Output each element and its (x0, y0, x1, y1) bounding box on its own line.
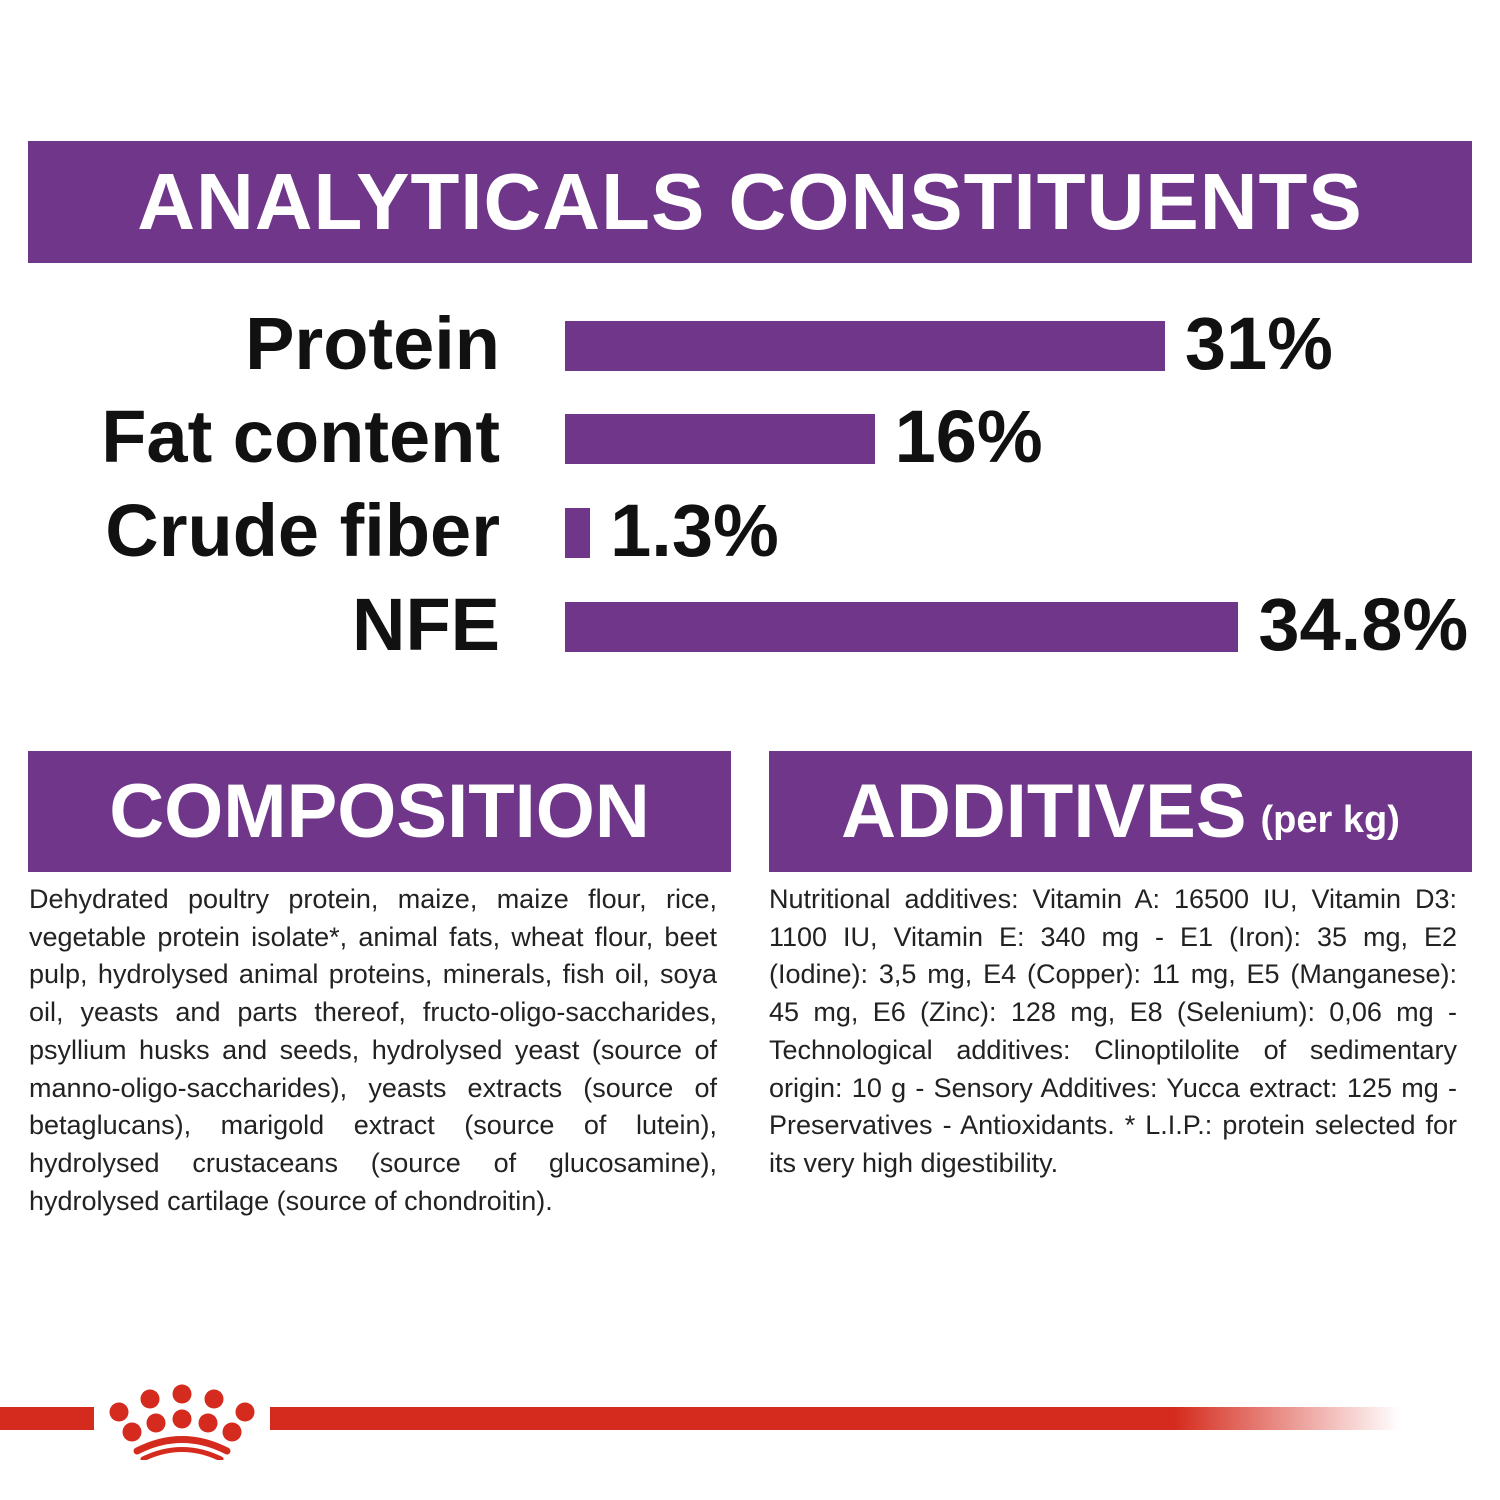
crown-logo-icon (0, 1384, 1400, 1460)
category-label: Crude fiber (105, 489, 500, 572)
analytical-constituents-title: ANALYTICALS CONSTITUENTS (137, 157, 1363, 246)
bar (565, 602, 1239, 652)
value-label: 1.3% (610, 489, 779, 572)
value-label: 34.8% (1258, 583, 1469, 666)
additives-text: Nutritional additives: Vitamin A: 16500 … (769, 884, 1457, 1178)
additives-subtitle: (per kg) (1260, 799, 1400, 841)
value-label: 16% (894, 395, 1043, 478)
composition-text: Dehydrated poultry protein, maize, maize… (29, 884, 717, 1216)
bar (565, 414, 875, 464)
additives-title: ADDITIVES (841, 769, 1247, 854)
additives-header: ADDITIVES (per kg) (769, 751, 1472, 872)
composition-header: COMPOSITION (28, 751, 731, 872)
crown-dots (109, 1384, 255, 1442)
category-label: NFE (352, 583, 500, 666)
bar (565, 321, 1165, 371)
category-label: Protein (245, 302, 500, 385)
value-label: 31% (1184, 302, 1333, 385)
red-stripe-right (270, 1407, 1400, 1430)
red-stripe-left (0, 1407, 94, 1430)
analytical-constituents-header: ANALYTICALS CONSTITUENTS (28, 141, 1472, 263)
composition-title: COMPOSITION (109, 769, 650, 854)
category-label: Fat content (101, 395, 500, 478)
bar (565, 508, 591, 558)
